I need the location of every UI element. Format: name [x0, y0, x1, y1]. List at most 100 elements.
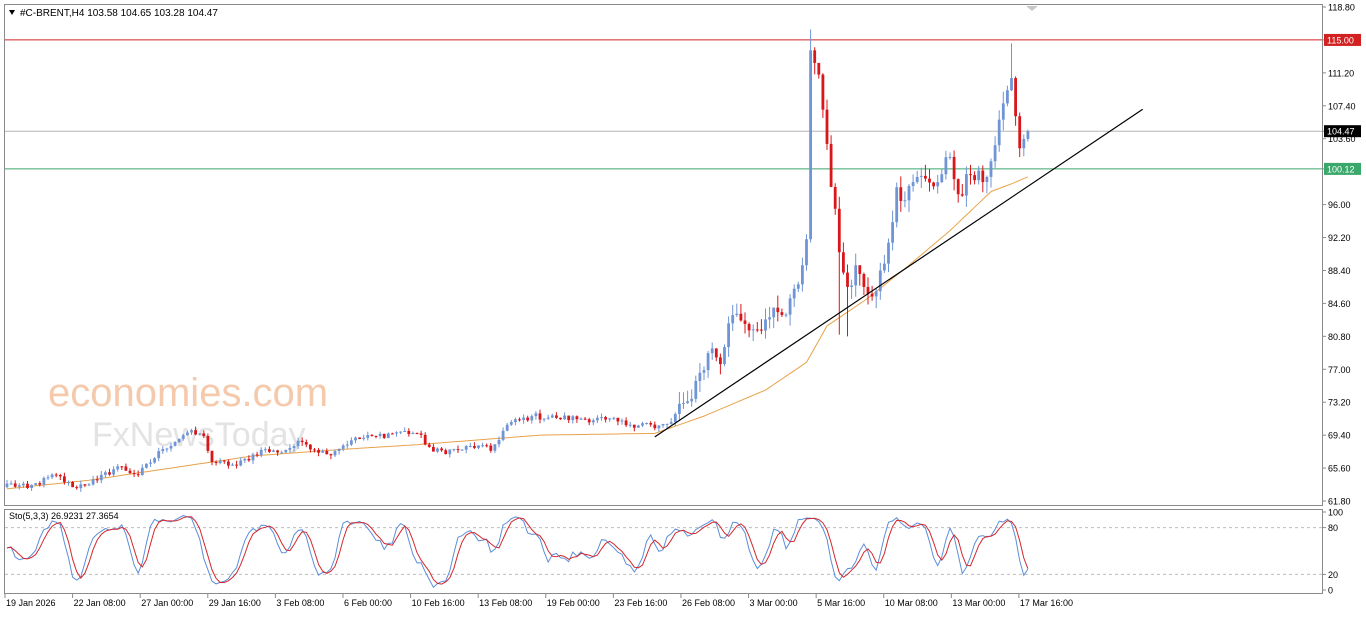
triangle-down-icon[interactable] — [9, 10, 15, 15]
candle-body — [292, 446, 296, 448]
candle-body — [673, 413, 677, 423]
candle-body — [354, 437, 357, 441]
candle-body — [161, 449, 165, 452]
candle-body — [805, 239, 808, 266]
candle-body — [79, 484, 83, 489]
candle-body — [735, 313, 739, 316]
candle-body — [608, 418, 612, 420]
candle-body — [317, 449, 320, 453]
candle-body — [358, 437, 361, 440]
candle-body — [128, 470, 132, 474]
price-tick-label: 69.40 — [1328, 431, 1351, 441]
candle-body — [919, 175, 923, 177]
candle-body — [136, 474, 140, 476]
candle-body — [374, 435, 378, 437]
candle-body — [739, 313, 743, 321]
oscillator-plot-frame — [4, 509, 1323, 594]
candle-body — [948, 156, 952, 158]
time-tick-label: 3 Mar 00:00 — [750, 598, 798, 608]
candle-body — [530, 416, 534, 421]
shift-marker-icon[interactable] — [1026, 6, 1038, 11]
candle-body — [563, 415, 566, 420]
candle-body — [222, 460, 226, 462]
candle-body — [399, 431, 402, 433]
time-tick-label: 22 Jan 08:00 — [74, 598, 126, 608]
candle-body — [989, 161, 993, 177]
candle-body — [887, 242, 890, 264]
price-tick-label: 111.20 — [1328, 68, 1354, 78]
candle-body — [956, 179, 960, 195]
candle-body — [932, 182, 935, 187]
candle-body — [112, 469, 115, 475]
candle-body — [579, 418, 583, 420]
price-tick-label: 96.00 — [1328, 200, 1351, 210]
candle-body — [300, 440, 304, 443]
candle-body — [415, 433, 419, 435]
time-tick-label: 10 Feb 16:00 — [412, 598, 465, 608]
candle-body — [743, 320, 747, 324]
candle-body — [132, 473, 136, 475]
candle-body — [198, 433, 202, 435]
oscillator-tick-label: 100 — [1328, 508, 1343, 518]
candle-body — [587, 419, 591, 423]
candle-body — [895, 187, 899, 223]
time-axis: 19 Jan 2026 22 Jan 08:00 27 Jan 00:00 29 Ja… — [4, 594, 1073, 608]
candle-body — [641, 423, 644, 426]
candle-body — [124, 466, 128, 471]
candle-body — [321, 451, 325, 453]
candle-body — [678, 403, 681, 414]
candle-body — [858, 265, 862, 275]
candle-body — [1022, 138, 1026, 149]
oscillator-tick-label: 80 — [1328, 523, 1338, 533]
candle-body — [493, 444, 497, 451]
candle-body — [190, 430, 193, 433]
candle-body — [714, 348, 718, 358]
oscillator-axis: 100 80 20 0 — [1322, 508, 1343, 596]
price-label-highlight: 115.00 — [1327, 35, 1354, 45]
candle-body — [325, 451, 329, 455]
candles — [5, 29, 1030, 492]
candle-body — [350, 440, 353, 445]
candle-body — [309, 444, 312, 450]
symbol-info: #C-BRENT,H4 103.58 104.65 103.28 104.47 — [20, 8, 218, 19]
candle-body — [829, 143, 833, 187]
stochastic-signal-line — [6, 516, 1029, 585]
price-tick-label: 103.60 — [1328, 134, 1356, 144]
candle-body — [821, 74, 825, 110]
trendline[interactable] — [654, 108, 1144, 438]
candle-body — [395, 432, 398, 434]
candle-body — [977, 170, 981, 181]
candle-body — [173, 442, 177, 446]
oscillator-tick-label: 0 — [1328, 586, 1333, 596]
candle-body — [993, 145, 997, 162]
candle-body — [329, 454, 333, 456]
candle-body — [71, 482, 74, 488]
candle-body — [645, 423, 648, 424]
candle-body — [538, 413, 542, 420]
candle-body — [719, 357, 722, 365]
candle-body — [1010, 78, 1013, 91]
candle-body — [481, 445, 484, 447]
candle-body — [263, 449, 267, 451]
time-tick-label: 19 Feb 00:00 — [547, 598, 600, 608]
candle-body — [177, 438, 181, 443]
candle-body — [5, 483, 9, 488]
candle-body — [485, 445, 489, 447]
candle-body — [202, 433, 206, 436]
price-tick-label: 80.80 — [1328, 332, 1351, 342]
candle-body — [296, 440, 300, 447]
candle-body — [259, 449, 263, 456]
candle-body — [382, 433, 386, 438]
time-tick-label: 10 Mar 08:00 — [885, 598, 938, 608]
candle-body — [419, 433, 423, 435]
candle-body — [333, 451, 337, 456]
candle-body — [54, 474, 58, 476]
candle-body — [157, 451, 161, 459]
candle-body — [452, 449, 456, 451]
oscillator-tick-label: 20 — [1328, 570, 1338, 580]
candle-body — [903, 200, 907, 202]
candle-body — [637, 425, 640, 428]
candle-body — [120, 466, 124, 468]
